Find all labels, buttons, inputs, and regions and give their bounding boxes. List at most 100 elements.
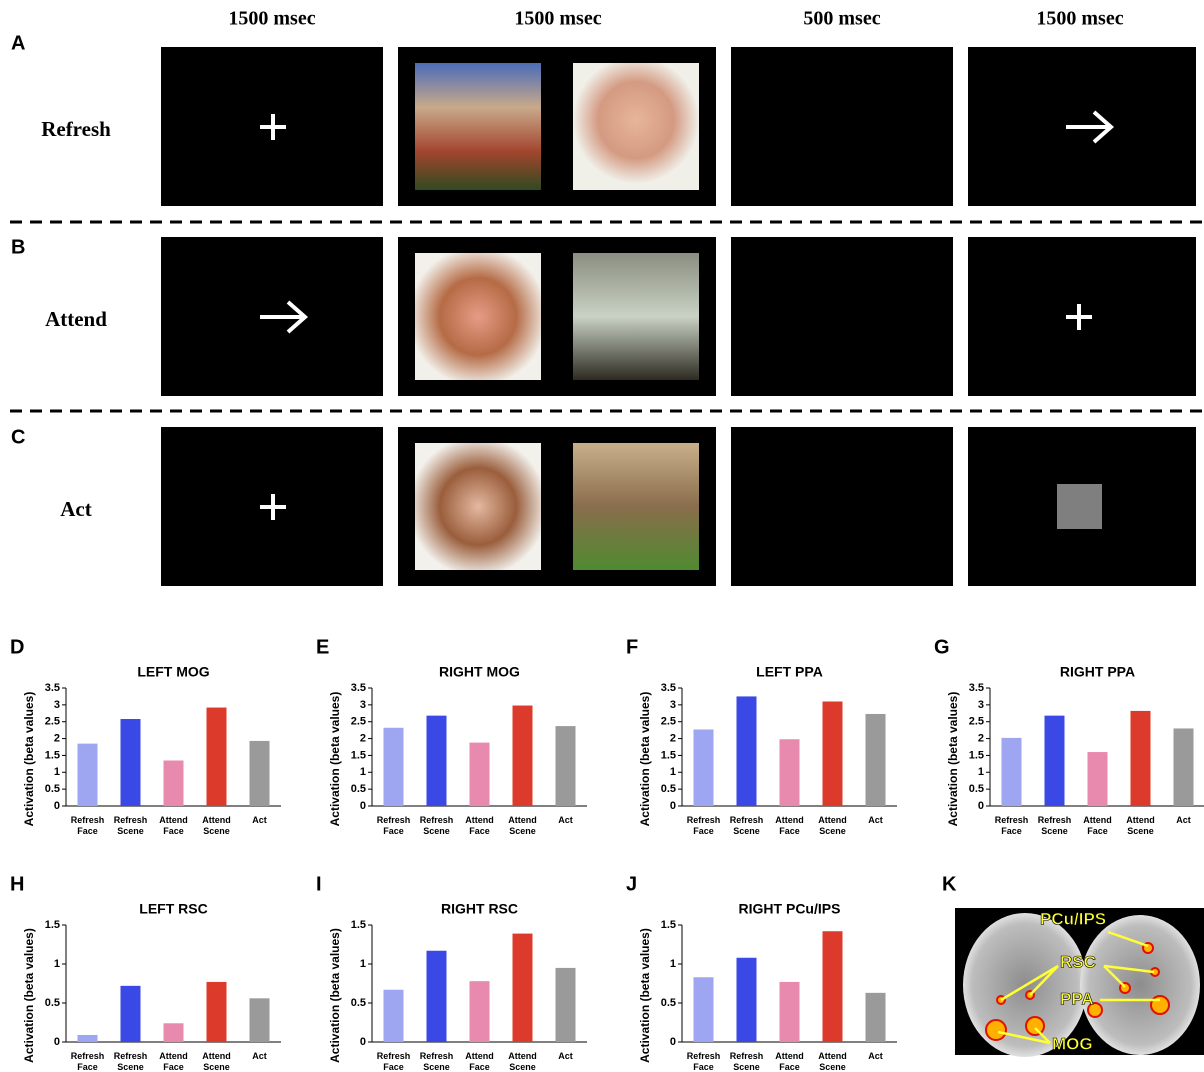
y-tick-label: 2.5 (661, 716, 676, 728)
timing: 1500 msec (514, 8, 601, 30)
x-tick-label: RefreshScene (730, 815, 764, 836)
panel-letter: H (10, 873, 24, 895)
x-tick-label: Act (252, 815, 267, 825)
brain-slice (1080, 915, 1200, 1055)
bar (780, 982, 800, 1042)
timing: 1500 msec (228, 8, 315, 30)
panel-letter: K (942, 873, 957, 895)
bar (250, 998, 270, 1042)
y-tick-label: 0.5 (351, 783, 366, 795)
y-tick-label: 3 (978, 699, 984, 711)
region-label: PCu/IPS (1040, 909, 1106, 928)
x-tick-label: AttendFace (775, 815, 804, 836)
y-tick-label: 2.5 (45, 716, 60, 728)
y-axis-label: Activation (beta values) (946, 692, 960, 827)
y-tick-label: 1 (360, 958, 366, 970)
x-tick-label: AttendFace (465, 815, 494, 836)
x-tick-label: Act (558, 1051, 573, 1061)
figure: 1500 msec 1500 msec 500 msec 1500 msec A… (0, 0, 1204, 1072)
y-tick-label: 1.5 (661, 749, 676, 761)
bar-chart: ERIGHT MOGActivation (beta values)00.511… (316, 636, 587, 836)
y-tick-label: 0 (54, 800, 60, 812)
y-axis-label: Activation (beta values) (638, 928, 652, 1063)
chart-title: LEFT PPA (756, 664, 823, 680)
screen (731, 427, 953, 586)
bar (121, 986, 141, 1042)
x-tick-label: RefreshFace (71, 1051, 105, 1072)
bar-chart: GRIGHT PPAActivation (beta values)00.511… (934, 636, 1204, 836)
region-label: PPA (1060, 989, 1094, 1008)
x-tick-label: RefreshScene (1038, 815, 1072, 836)
x-tick-label: AttendScene (818, 1051, 847, 1072)
y-tick-label: 2 (360, 732, 366, 744)
y-tick-label: 3 (670, 699, 676, 711)
brain-panel: K PCu/IPS RSC PPA MOG (942, 873, 1204, 1057)
chart-title: RIGHT RSC (441, 901, 518, 917)
bar (207, 982, 227, 1042)
bar (556, 726, 576, 806)
bar (78, 1035, 98, 1042)
chart-title: RIGHT PCu/IPS (739, 901, 841, 917)
x-tick-label: Act (558, 815, 573, 825)
bar (470, 981, 490, 1042)
chart-title: RIGHT PPA (1060, 664, 1135, 680)
y-tick-label: 1.5 (45, 749, 60, 761)
bar (513, 934, 533, 1042)
y-tick-label: 1.5 (45, 919, 60, 931)
bar (737, 696, 757, 806)
panel-letter: C (11, 426, 25, 448)
bar (1045, 716, 1065, 806)
page: 1500 msec 1500 msec 500 msec 1500 msec A… (0, 0, 1204, 1072)
y-tick-label: 2.5 (969, 716, 984, 728)
bar (470, 743, 490, 806)
bar-chart: HLEFT RSCActivation (beta values)00.511.… (10, 873, 281, 1072)
y-tick-label: 0 (360, 1036, 366, 1048)
panel-letter: I (316, 873, 322, 895)
bar (823, 931, 843, 1042)
condition-label: Act (60, 497, 91, 521)
y-tick-label: 1.5 (351, 749, 366, 761)
bar (737, 958, 757, 1042)
bar (207, 708, 227, 806)
panel-letter: B (11, 236, 25, 258)
y-tick-label: 1.5 (351, 919, 366, 931)
bar (1002, 738, 1022, 806)
x-tick-label: Act (252, 1051, 267, 1061)
y-tick-label: 0.5 (45, 997, 60, 1009)
bar (427, 951, 447, 1042)
bar (694, 977, 714, 1042)
y-tick-label: 0.5 (969, 783, 984, 795)
y-axis-label: Activation (beta values) (638, 692, 652, 827)
y-tick-label: 0.5 (661, 783, 676, 795)
chart-title: LEFT MOG (137, 664, 209, 680)
y-tick-label: 3 (54, 699, 60, 711)
gray-square (1057, 484, 1102, 529)
scene-photo (573, 443, 699, 570)
face-photo (415, 253, 541, 380)
bar (866, 714, 886, 806)
panel-letter: E (316, 636, 329, 658)
bar (1088, 752, 1108, 806)
bar (384, 728, 404, 806)
x-tick-label: Act (868, 1051, 883, 1061)
bar (250, 741, 270, 806)
y-axis-label: Activation (beta values) (328, 928, 342, 1063)
bar (1131, 711, 1151, 806)
bar (78, 744, 98, 806)
face-photo (573, 63, 699, 190)
y-tick-label: 0 (670, 1036, 676, 1048)
y-tick-label: 0 (978, 800, 984, 812)
bar (556, 968, 576, 1042)
y-tick-label: 1 (670, 766, 676, 778)
